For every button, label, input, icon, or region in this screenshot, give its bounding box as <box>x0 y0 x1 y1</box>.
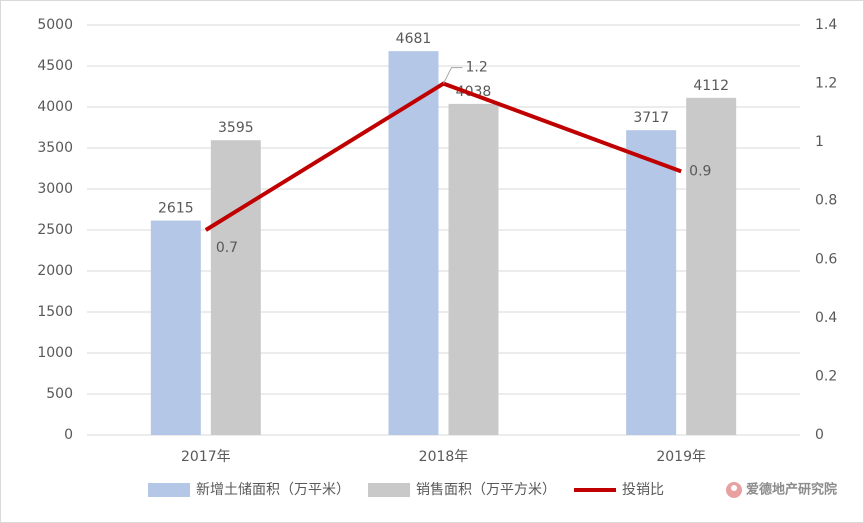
y-tick-label: 2500 <box>37 222 73 238</box>
y2-tick-label: 1.2 <box>815 76 837 92</box>
y-tick-label: 4500 <box>37 58 73 74</box>
y-tick-label: 4000 <box>37 99 73 115</box>
line-value-label: 1.2 <box>466 60 488 76</box>
y2-tick-label: 1 <box>815 134 824 150</box>
legend-swatch <box>148 483 190 497</box>
y-tick-label: 1500 <box>37 304 73 320</box>
x-tick-label: 2017年 <box>181 449 231 465</box>
x-tick-label: 2019年 <box>656 449 706 465</box>
y2-tick-label: 0.4 <box>815 310 837 326</box>
y2-tick-label: 0.2 <box>815 368 837 384</box>
y-tick-label: 500 <box>46 386 73 402</box>
bar-value-label: 4112 <box>693 78 729 94</box>
y-tick-label: 3500 <box>37 140 73 156</box>
watermark-icon-dot <box>731 485 737 491</box>
bar <box>448 103 499 435</box>
y2-tick-label: 0.8 <box>815 193 837 209</box>
y2-tick-label: 0.6 <box>815 251 837 267</box>
y-tick-label: 5000 <box>37 17 73 33</box>
bar-value-label: 2615 <box>158 201 194 217</box>
y2-tick-label: 0 <box>815 427 824 443</box>
y-tick-label: 0 <box>64 427 73 443</box>
y-tick-label: 3000 <box>37 181 73 197</box>
y2-tick-label: 1.4 <box>815 17 837 33</box>
legend-label: 销售面积（万平方米） <box>416 482 556 498</box>
y-tick-label: 2000 <box>37 263 73 279</box>
legend-label: 投销比 <box>622 482 664 498</box>
bar <box>210 140 261 435</box>
bar <box>388 51 439 436</box>
watermark: 爱德地产研究院 <box>746 482 837 498</box>
line-value-label: 0.9 <box>689 163 711 179</box>
bar-value-label: 3717 <box>633 110 669 126</box>
bar-value-label: 3595 <box>218 120 254 136</box>
y-tick-label: 1000 <box>37 345 73 361</box>
bar <box>150 220 201 435</box>
bar <box>626 130 677 435</box>
line-value-label: 0.7 <box>216 240 238 256</box>
bar <box>686 97 737 435</box>
x-tick-label: 2018年 <box>419 449 469 465</box>
legend-swatch <box>368 483 410 497</box>
legend-label: 新增土储面积（万平米） <box>196 482 350 498</box>
bar-value-label: 4681 <box>396 31 432 47</box>
leader-line <box>443 67 463 84</box>
